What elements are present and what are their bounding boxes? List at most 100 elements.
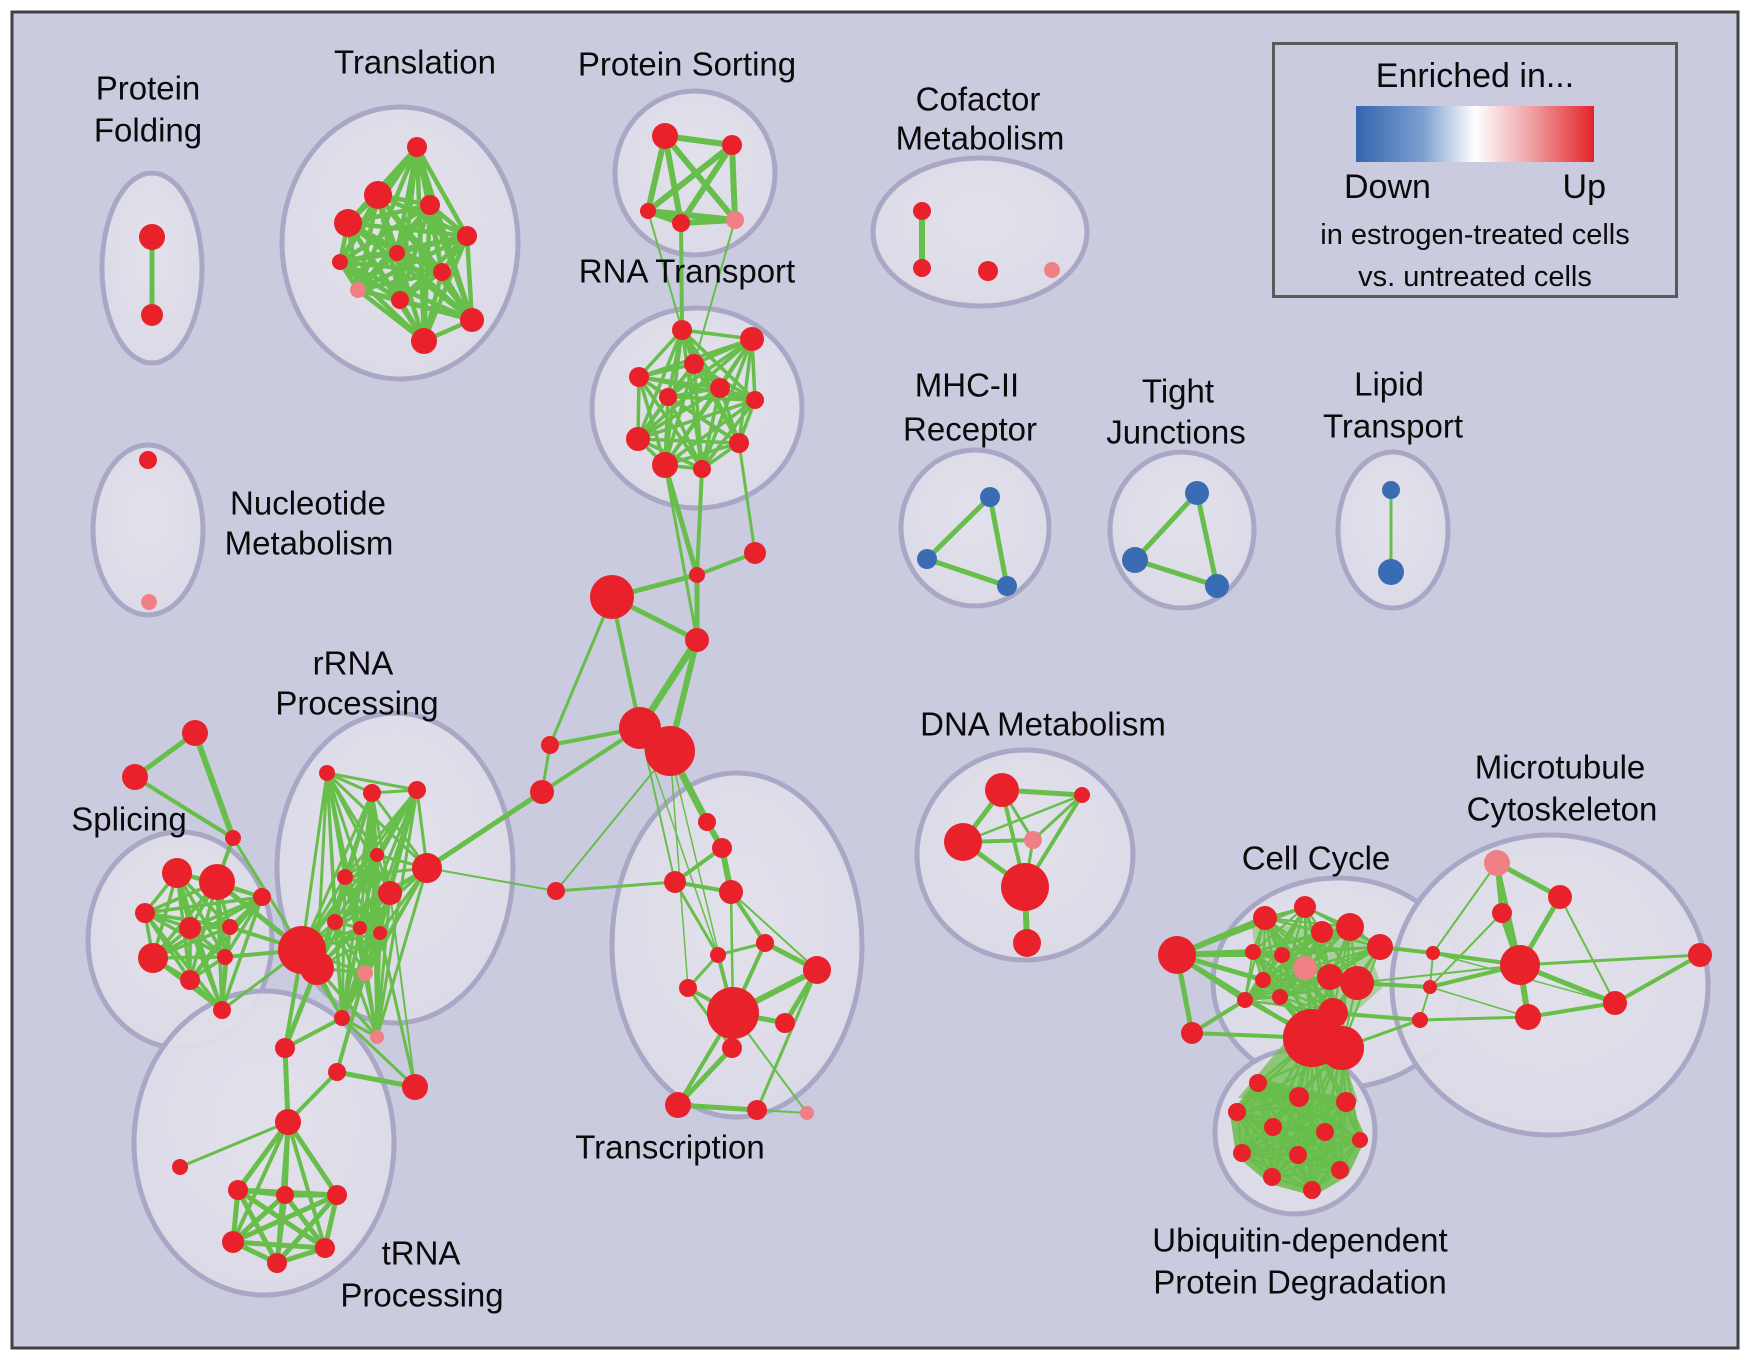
edge[interactable] [1429,912,1503,988]
gene-set-node-transcription[interactable] [775,1013,795,1033]
gene-set-node-ubiquitin-degradation[interactable] [1289,1087,1309,1107]
edge-rrna-processing[interactable] [325,771,419,792]
edge-cell-cycle[interactable] [1280,945,1382,957]
gene-set-node-splicing[interactable] [199,864,235,900]
gene-set-node-cell-cycle[interactable] [1294,896,1316,918]
gene-set-node-ubiquitin-degradation[interactable] [1289,1146,1307,1164]
edge-rna-transport[interactable] [700,386,722,471]
gene-set-node-cell-cycle[interactable] [1311,921,1333,943]
gene-set-node-transcription[interactable] [756,934,774,952]
gene-set-node-connector-nodes[interactable] [275,1109,301,1135]
gene-set-node-connector-nodes[interactable] [122,764,148,790]
gene-set-node-cell-cycle[interactable] [1237,992,1253,1008]
edge[interactable] [1526,1001,1617,1019]
gene-set-node-rna-transport[interactable] [659,388,677,406]
gene-set-node-translation[interactable] [332,254,348,270]
gene-set-node-rrna-processing[interactable] [412,853,442,883]
gene-set-node-dna-metabolism[interactable] [1001,863,1049,911]
edge-protein-sorting[interactable] [645,142,735,214]
edge[interactable] [961,793,1084,844]
gene-set-node-cell-cycle[interactable] [1272,989,1288,1005]
edge-rna-transport[interactable] [637,328,684,379]
edge-translation[interactable] [394,250,475,323]
gene-set-node-rna-transport[interactable] [693,460,711,478]
edge-rna-transport[interactable] [636,328,684,441]
gene-set-node-transcription[interactable] [803,956,831,984]
gene-set-node-rrna-processing[interactable] [300,951,334,985]
gene-set-node-microtubule-cytoskeleton[interactable] [1548,885,1572,909]
gene-set-node-splicing[interactable] [217,949,233,965]
edge-cell-cycle[interactable] [1251,925,1352,954]
edge-rrna-processing[interactable] [300,771,329,952]
edge[interactable] [426,867,557,892]
gene-set-node-dna-metabolism[interactable] [1013,929,1041,957]
edge-translation[interactable] [355,269,445,293]
gene-set-node-ubiquitin-degradation[interactable] [1352,1132,1368,1148]
gene-set-node-transcription[interactable] [800,1106,814,1120]
gene-set-node-microtubule-cytoskeleton[interactable] [1500,945,1540,985]
edge-rrna-processing[interactable] [300,791,374,952]
edge[interactable] [340,1016,417,1089]
gene-set-node-rrna-processing[interactable] [408,781,426,799]
edge-tight-junctions[interactable] [1132,490,1200,563]
edge-ubiquitin-degradation[interactable] [1270,1100,1348,1179]
edge[interactable] [334,1069,418,1090]
gene-set-node-connector-nodes[interactable] [1426,946,1440,960]
edge[interactable] [675,1102,760,1113]
gene-set-node-translation[interactable] [334,209,362,237]
gene-set-node-rna-transport[interactable] [746,391,764,409]
gene-set-node-ubiquitin-degradation[interactable] [1233,1144,1251,1162]
edge[interactable] [378,931,417,1089]
gene-set-node-rrna-processing[interactable] [353,921,367,935]
gene-set-node-rrna-processing[interactable] [327,914,343,930]
gene-set-node-tight-junctions[interactable] [1205,574,1229,598]
edge[interactable] [283,1016,344,1050]
gene-set-node-connector-nodes[interactable] [172,1159,188,1175]
gene-set-node-rrna-processing[interactable] [319,765,335,781]
gene-set-node-mhc-ii-receptor[interactable] [917,549,937,569]
edge[interactable] [673,880,720,957]
gene-set-node-rna-transport[interactable] [710,378,730,398]
gene-set-node-cofactor-metabolism[interactable] [913,202,931,220]
gene-set-node-connector-nodes[interactable] [1181,1022,1203,1044]
gene-set-node-rna-transport[interactable] [652,452,678,478]
gene-set-node-translation[interactable] [407,137,427,157]
gene-set-node-ubiquitin-degradation[interactable] [1264,1118,1282,1136]
edge-trna-processing[interactable] [235,1187,280,1266]
edge-splicing[interactable] [151,895,264,960]
gene-set-node-connector-nodes[interactable] [530,780,554,804]
gene-set-node-lipid-transport[interactable] [1378,559,1404,585]
gene-set-node-dna-metabolism[interactable] [1074,787,1090,803]
gene-set-node-connector-nodes[interactable] [1423,980,1437,994]
gene-set-node-ubiquitin-degradation[interactable] [1303,1181,1321,1199]
edge-ubiquitin-degradation[interactable] [1235,1095,1301,1114]
gene-set-node-ubiquitin-degradation[interactable] [1316,1123,1334,1141]
edge-translation[interactable] [355,233,470,293]
gene-set-node-splicing[interactable] [222,919,238,935]
edge[interactable] [1518,953,1702,967]
edge[interactable] [335,971,367,1074]
edge-rna-transport[interactable] [680,328,757,402]
gene-set-node-rrna-processing[interactable] [378,881,402,905]
edge[interactable] [1356,964,1521,984]
gene-set-node-translation[interactable] [364,181,392,209]
edge[interactable] [730,891,818,971]
gene-set-node-rna-transport[interactable] [729,433,749,453]
edge-translation[interactable] [414,144,470,239]
gene-set-node-ubiquitin-degradation[interactable] [1336,1092,1356,1112]
gene-set-node-connector-nodes[interactable] [744,542,766,564]
gene-set-node-rrna-processing[interactable] [370,848,384,862]
edge-trna-processing[interactable] [282,1192,328,1251]
gene-set-node-mhc-ii-receptor[interactable] [997,576,1017,596]
edge-cell-cycle[interactable] [1263,916,1352,929]
gene-set-node-translation[interactable] [420,195,440,215]
edge-rna-transport[interactable] [637,375,757,402]
edge-protein-sorting[interactable] [678,142,735,226]
gene-set-node-trna-processing[interactable] [327,1185,347,1205]
gene-set-node-ubiquitin-degradation[interactable] [1331,1161,1349,1179]
edge[interactable] [231,1120,290,1244]
edge-translation[interactable] [337,202,433,265]
edge-trna-processing[interactable] [230,1192,288,1245]
edge-tight-junctions[interactable] [1132,557,1220,589]
edge-ubiquitin-degradation[interactable] [1296,1138,1362,1157]
